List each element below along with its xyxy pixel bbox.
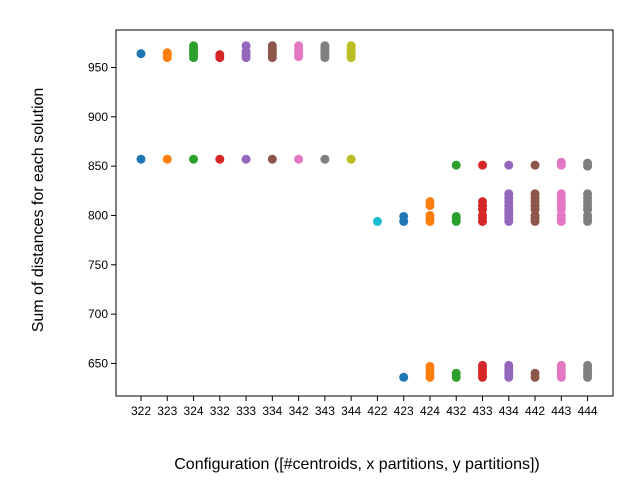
data-point — [162, 48, 172, 58]
x-tick-label: 322 — [131, 404, 151, 418]
x-tick-label: 344 — [341, 404, 361, 418]
x-tick-label: 332 — [210, 404, 230, 418]
data-point — [583, 158, 593, 168]
y-tick-label: 650 — [88, 356, 108, 370]
y-tick-label: 750 — [88, 258, 108, 272]
data-points — [136, 41, 593, 382]
data-point — [504, 360, 514, 370]
data-point — [294, 41, 304, 51]
data-point — [504, 160, 514, 170]
x-tick-label: 342 — [289, 404, 309, 418]
data-point — [425, 361, 435, 371]
data-point — [478, 160, 488, 170]
x-tick-label: 343 — [315, 404, 335, 418]
data-point — [504, 189, 514, 199]
x-tick-label: 323 — [157, 404, 177, 418]
data-point — [556, 189, 566, 199]
data-point — [294, 154, 304, 164]
x-axis: 322 323 324 332 333 334 342 343 344 422 423 424 432 4… — [131, 396, 598, 418]
y-tick-label: 950 — [88, 60, 108, 74]
x-tick-label: 334 — [262, 404, 282, 418]
x-axis-label: Configuration ([#centroids, x partitions… — [174, 456, 540, 473]
data-point — [478, 360, 488, 370]
data-point — [399, 372, 409, 382]
data-point — [425, 210, 435, 220]
data-point — [346, 41, 356, 51]
data-point — [241, 41, 251, 51]
x-tick-label: 333 — [236, 404, 256, 418]
data-point — [451, 160, 461, 170]
data-point — [136, 49, 146, 59]
x-tick-label: 432 — [446, 404, 466, 418]
data-point — [136, 154, 146, 164]
data-point — [583, 189, 593, 199]
data-point — [425, 197, 435, 207]
x-tick-label: 422 — [367, 404, 387, 418]
data-point — [215, 50, 225, 60]
y-tick-label: 700 — [88, 307, 108, 321]
data-point — [267, 41, 277, 51]
data-point — [556, 360, 566, 370]
data-point — [189, 41, 199, 51]
plot-area — [115, 29, 614, 397]
data-point — [451, 211, 461, 221]
data-point — [189, 154, 199, 164]
data-point — [478, 197, 488, 207]
data-point — [530, 160, 540, 170]
data-point — [451, 368, 461, 378]
data-point — [162, 154, 172, 164]
x-tick-label: 442 — [525, 404, 545, 418]
x-tick-label: 424 — [420, 404, 440, 418]
data-point — [583, 360, 593, 370]
y-axis-label: Sum of distances for each solution — [30, 88, 47, 333]
x-tick-label: 444 — [578, 404, 598, 418]
x-tick-label: 423 — [394, 404, 414, 418]
y-tick-label: 850 — [88, 159, 108, 173]
data-point — [346, 154, 356, 164]
data-point — [372, 216, 382, 226]
y-axis: 650 700 750 800 850 900 950 — [88, 60, 116, 370]
y-tick-label: 800 — [88, 208, 108, 222]
x-tick-label: 324 — [184, 404, 204, 418]
x-tick-label: 433 — [472, 404, 492, 418]
data-point — [241, 154, 251, 164]
data-point — [215, 154, 225, 164]
y-tick-label: 900 — [88, 110, 108, 124]
data-point — [320, 41, 330, 51]
x-tick-label: 443 — [551, 404, 571, 418]
data-point — [267, 154, 277, 164]
x-tick-label: 434 — [499, 404, 519, 418]
data-point — [556, 157, 566, 167]
data-point — [320, 154, 330, 164]
data-point — [399, 211, 409, 221]
data-point — [530, 189, 540, 199]
data-point — [530, 368, 540, 378]
